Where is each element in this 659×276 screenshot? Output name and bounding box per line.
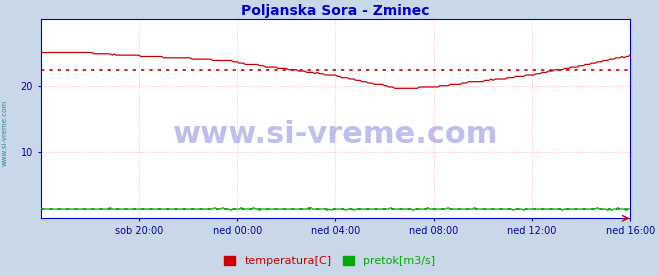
Legend: temperatura[C], pretok[m3/s]: temperatura[C], pretok[m3/s] (220, 251, 439, 270)
Text: www.si-vreme.com: www.si-vreme.com (2, 99, 8, 166)
Text: www.si-vreme.com: www.si-vreme.com (173, 120, 498, 149)
Title: Poljanska Sora - Zminec: Poljanska Sora - Zminec (241, 4, 430, 18)
